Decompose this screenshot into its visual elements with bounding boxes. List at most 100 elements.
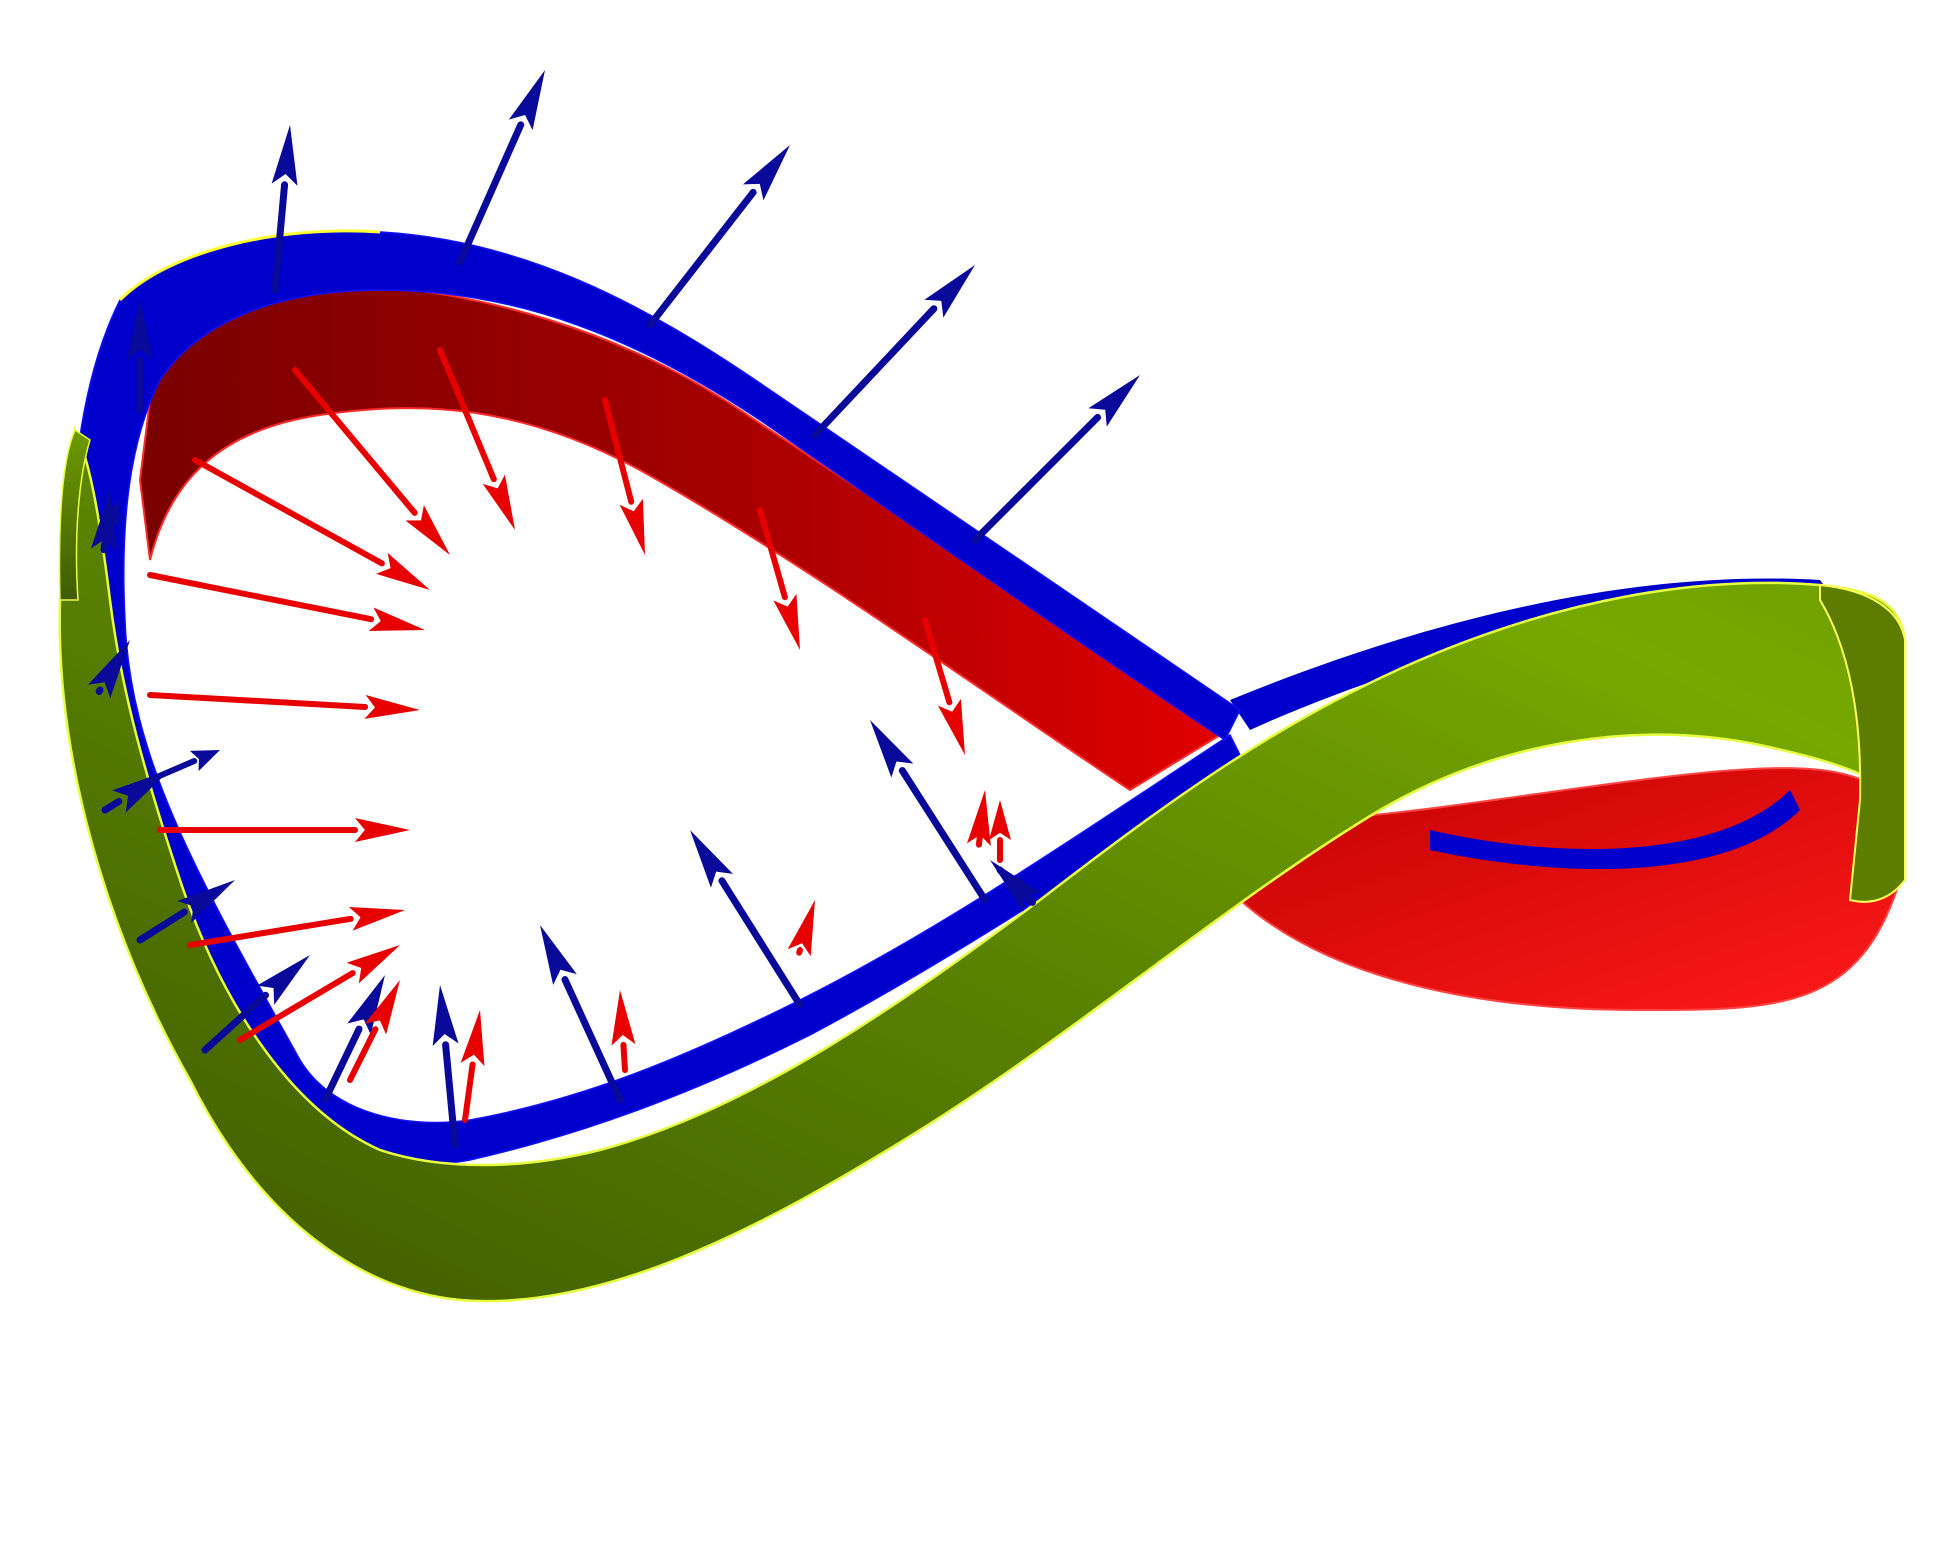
outward-normal-arrows [87, 70, 1140, 1149]
blue-arrow-11-head [256, 955, 310, 1005]
blue-arrow-4-shaft [811, 305, 938, 439]
red-arrow-2-shaft [437, 347, 497, 483]
red-arrow-15-shaft [796, 947, 803, 956]
red-arrow-7-head [368, 607, 425, 631]
blue-arrow-stub-1-head [98, 500, 120, 529]
red-arrow-2-head [482, 474, 515, 530]
blue-arrow-8-head [87, 640, 130, 699]
red-arrow-12 [347, 980, 400, 1083]
red-arrow-8-shaft [147, 692, 369, 710]
blue-arrow-13-head [432, 985, 459, 1046]
blue-arrow-11 [201, 955, 310, 1054]
blue-arrow-2-head [508, 70, 545, 131]
blue-arrow-15-head [690, 830, 733, 888]
blue-arrow-7-shaft [100, 536, 109, 554]
blue-arrow-7 [91, 490, 117, 554]
blue-arrow-5-shaft [971, 413, 1102, 544]
red-arrow-3 [602, 397, 645, 555]
blue-arrow-1-head [271, 125, 298, 186]
blue-arrow-stub-2-shaft [147, 758, 198, 783]
blue-arrow-4-head [924, 265, 975, 318]
red-arrow-6-head [376, 552, 430, 590]
blue-arrow-stub-1-shaft [105, 517, 113, 527]
blue-arrow-12-shaft [321, 1025, 363, 1104]
blue-arrow-8 [87, 640, 130, 699]
blue-arrow-17-head [990, 860, 1042, 912]
red-arrow-16 [966, 790, 991, 848]
blue-arrow-2 [456, 70, 545, 266]
red-arrow-13 [460, 1010, 485, 1123]
red-arrow-1-shaft [292, 367, 418, 516]
blue-arrow-15-shaft [718, 877, 804, 1009]
blue-arrow-1-shaft [271, 181, 289, 294]
red-arrow-10-shaft [187, 915, 354, 948]
red-arrow-1-head [405, 505, 450, 555]
blue-arrow-stub-2 [147, 750, 220, 783]
red-arrow-10-head [348, 906, 405, 931]
red-arrow-11-head [346, 945, 400, 984]
red-arrow-7 [147, 572, 425, 631]
blue-arrow-16 [870, 720, 989, 904]
blue-arrow-5 [971, 375, 1140, 544]
red-arrow-3-head [619, 498, 645, 555]
blue-arrow-14-shaft [561, 976, 624, 1104]
red-arrow-16-head [966, 790, 991, 846]
red-arrow-1 [292, 367, 450, 555]
blue-arrow-12-head [347, 975, 385, 1035]
blue-arrow-8-shaft [95, 686, 104, 695]
blue-arrow-16-head [870, 720, 914, 778]
blue-arrow-10 [136, 880, 235, 944]
inward-normal-arrows [147, 347, 1011, 1123]
red-arrow-13-head [460, 1010, 485, 1067]
red-arrow-15 [787, 900, 815, 957]
red-arrow-12-head [364, 980, 400, 1035]
red-arrow-8-head [364, 694, 420, 719]
red-arrow-4 [757, 507, 800, 650]
blue-arrow-2-shaft [456, 121, 525, 266]
blue-arrow-stub-2-head [189, 750, 220, 772]
red-arrow-11-shaft [237, 970, 356, 1043]
blue-arrow-stub-1 [98, 500, 120, 529]
blue-arrow-3 [646, 145, 790, 329]
red-arrow-2 [437, 347, 515, 530]
red-arrow-8 [147, 692, 420, 719]
strip-right-end-cap [1819, 583, 1906, 903]
red-arrow-6-shaft [192, 457, 385, 567]
blue-arrow-5-head [1088, 375, 1140, 427]
blue-arrow-3-shaft [646, 188, 757, 329]
blue-arrow-7-head [91, 490, 117, 551]
blue-arrow-10-head [177, 880, 235, 924]
blue-arrow-15 [690, 830, 804, 1009]
red-arrow-13-shaft [462, 1061, 476, 1123]
red-arrow-5-shaft [922, 617, 953, 706]
red-arrow-4-shaft [757, 507, 788, 601]
strip-top-outline [118, 229, 381, 302]
red-arrow-10 [187, 906, 405, 948]
blue-arrow-1 [271, 125, 298, 294]
blue-arrow-10-shaft [136, 908, 188, 944]
blue-arrow-6 [127, 300, 153, 414]
blue-arrow-12 [321, 975, 385, 1104]
red-arrow-stub-1-head [989, 800, 1011, 840]
blue-arrow-14-head [540, 925, 577, 985]
strip-right-blue-lower-rim [1430, 790, 1800, 870]
red-arrow-14-head [611, 990, 636, 1046]
red-arrow-6 [192, 457, 430, 590]
red-arrow-stub-1 [989, 800, 1011, 863]
red-arrow-9 [157, 818, 410, 842]
blue-arrow-14 [540, 925, 624, 1104]
red-arrow-12-shaft [347, 1026, 379, 1083]
strip-left-green-edge [58, 428, 91, 601]
red-arrow-5-head [937, 698, 965, 755]
blue-arrow-17 [990, 860, 1042, 912]
blue-arrow-13 [432, 985, 459, 1149]
red-arrow-15-head [787, 900, 815, 957]
red-arrow-14-shaft [620, 1041, 628, 1073]
blue-arrow-3-head [742, 145, 790, 201]
red-arrow-16-shaft [975, 832, 983, 848]
red-arrow-7-shaft [147, 572, 375, 623]
red-arrow-9-head [355, 818, 410, 842]
red-arrow-11 [237, 945, 400, 1043]
blue-arrow-11-shaft [201, 991, 270, 1054]
